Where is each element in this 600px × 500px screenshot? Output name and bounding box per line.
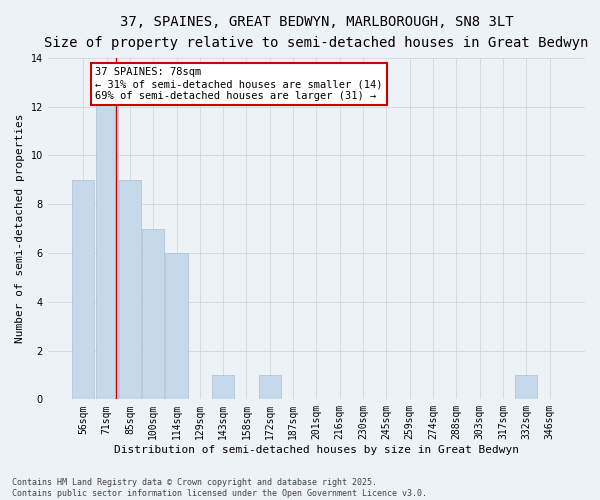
Title: 37, SPAINES, GREAT BEDWYN, MARLBOROUGH, SN8 3LT
Size of property relative to sem: 37, SPAINES, GREAT BEDWYN, MARLBOROUGH, …: [44, 15, 589, 50]
Text: Contains HM Land Registry data © Crown copyright and database right 2025.
Contai: Contains HM Land Registry data © Crown c…: [12, 478, 427, 498]
Text: 37 SPAINES: 78sqm
← 31% of semi-detached houses are smaller (14)
69% of semi-det: 37 SPAINES: 78sqm ← 31% of semi-detached…: [95, 68, 383, 100]
Bar: [142, 228, 164, 400]
Bar: [515, 375, 537, 400]
Bar: [166, 253, 188, 400]
Bar: [259, 375, 281, 400]
Bar: [72, 180, 94, 400]
Bar: [212, 375, 234, 400]
Bar: [119, 180, 141, 400]
X-axis label: Distribution of semi-detached houses by size in Great Bedwyn: Distribution of semi-detached houses by …: [114, 445, 519, 455]
Y-axis label: Number of semi-detached properties: Number of semi-detached properties: [15, 114, 25, 344]
Bar: [95, 82, 118, 400]
